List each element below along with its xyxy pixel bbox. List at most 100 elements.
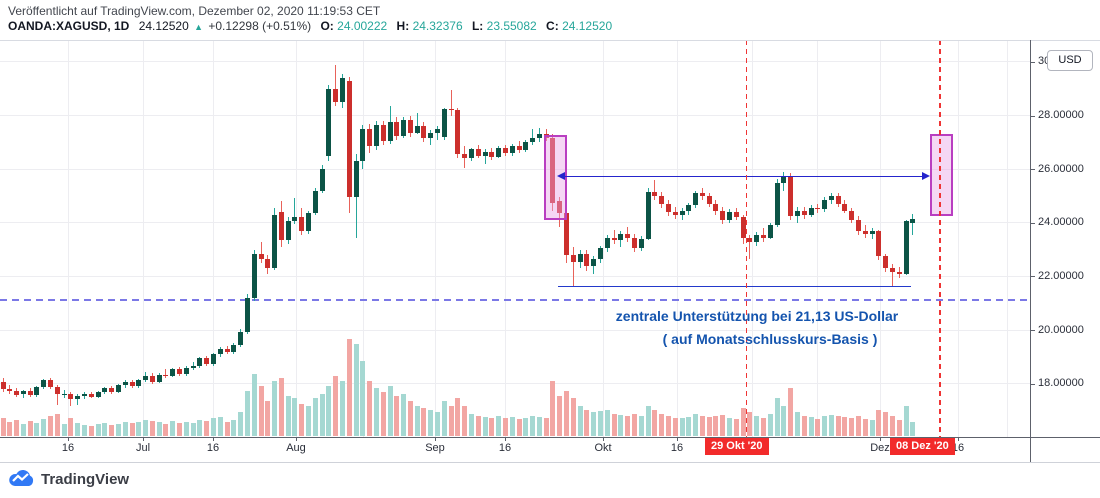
candle (217, 348, 223, 355)
volume-bar (550, 381, 556, 436)
candle (767, 225, 773, 238)
candle (272, 214, 278, 269)
tradingview-brand[interactable]: TradingView (41, 471, 130, 488)
volume-bar (611, 414, 617, 436)
low-label: L: (471, 19, 484, 33)
h-gridline (0, 61, 1030, 63)
candle (693, 193, 699, 206)
event-date-vline[interactable] (745, 40, 747, 437)
candle (163, 374, 169, 376)
volume-bar (794, 412, 800, 436)
volume-bar (115, 424, 121, 436)
price-axis-tick (1030, 115, 1035, 117)
volume-bar (591, 412, 597, 436)
candle (401, 119, 407, 136)
candle (469, 149, 474, 159)
candle (598, 248, 604, 259)
candle (204, 358, 210, 365)
volume-bar (88, 426, 94, 436)
volume-bar (190, 423, 196, 436)
volume-bar (536, 417, 542, 436)
range-arrow[interactable] (562, 175, 925, 178)
volume-bar (156, 422, 162, 436)
candle (115, 385, 121, 392)
candle (727, 212, 733, 221)
candle (380, 124, 386, 142)
candle-wick (83, 392, 85, 400)
volume-bar (149, 421, 155, 436)
candle (828, 196, 834, 201)
event-date-vline[interactable] (939, 40, 941, 437)
range-low-line[interactable] (558, 285, 911, 287)
volume-bar (720, 415, 726, 436)
candle (312, 190, 318, 214)
candle (815, 208, 821, 210)
candle (244, 297, 250, 333)
volume-bar (258, 386, 264, 436)
low-value: 23.55082 (486, 19, 537, 33)
volume-bar (699, 416, 705, 436)
measured-move-box[interactable] (544, 135, 567, 220)
candle (421, 126, 427, 139)
volume-bar (679, 418, 685, 436)
volume-bar (204, 421, 210, 436)
candle (387, 122, 393, 142)
candle (149, 375, 155, 382)
candle (788, 175, 794, 217)
volume-bar (502, 418, 508, 436)
volume-bar (815, 419, 821, 436)
volume-bar (136, 422, 142, 436)
price-change: +0.12298 (+0.51%) (208, 19, 312, 33)
candle (285, 221, 291, 241)
candle (530, 138, 536, 143)
volume-bar (781, 406, 787, 436)
candle (849, 210, 855, 221)
volume-bar (54, 414, 60, 436)
candle-wick (192, 361, 194, 371)
time-axis-border (0, 437, 1100, 438)
volume-bar (747, 412, 753, 436)
volume-bar (842, 417, 848, 436)
support-dashed-line[interactable] (0, 298, 1030, 301)
volume-bar (367, 381, 373, 436)
volume-bar (801, 416, 807, 436)
volume-bar (306, 406, 312, 436)
volume-bar (312, 398, 318, 436)
candle (353, 161, 359, 198)
volume-bar (557, 396, 563, 436)
v-gridline (752, 40, 753, 437)
candle-wick (613, 229, 615, 245)
candle-wick (749, 234, 751, 259)
candle (340, 78, 345, 103)
volume-bar (326, 386, 332, 436)
volume-bar (170, 421, 176, 436)
volume-bar (407, 401, 413, 436)
event-date-badge[interactable]: 29 Okt '20 (705, 438, 769, 455)
price-axis-tick (1030, 169, 1035, 171)
symbol-name[interactable]: OANDA:XAGUSD, 1D (8, 19, 130, 33)
volume-bar (27, 421, 33, 436)
price-axis-label: 22.00000 (1038, 269, 1084, 282)
time-axis-label: 16 (498, 442, 512, 454)
volume-bar (81, 425, 87, 436)
event-date-badge[interactable]: 08 Dez '20 (890, 438, 955, 455)
last-price: 24.12520 (138, 19, 189, 33)
volume-bar (659, 414, 665, 436)
volume-bar (835, 416, 841, 436)
candle (455, 110, 461, 155)
candle (414, 126, 420, 133)
candle (143, 375, 149, 381)
time-axis-label: Okt (594, 442, 612, 454)
candle (679, 210, 685, 215)
v-gridline (603, 40, 604, 437)
volume-bar (143, 420, 149, 436)
candle (896, 272, 902, 274)
candle (177, 368, 183, 374)
tradingview-logo-icon[interactable] (8, 469, 36, 488)
volume-bar (740, 408, 746, 436)
measured-move-box[interactable] (930, 134, 953, 216)
volume-bar (496, 416, 502, 436)
h-gridline (0, 329, 1030, 331)
volume-bar (774, 398, 780, 436)
